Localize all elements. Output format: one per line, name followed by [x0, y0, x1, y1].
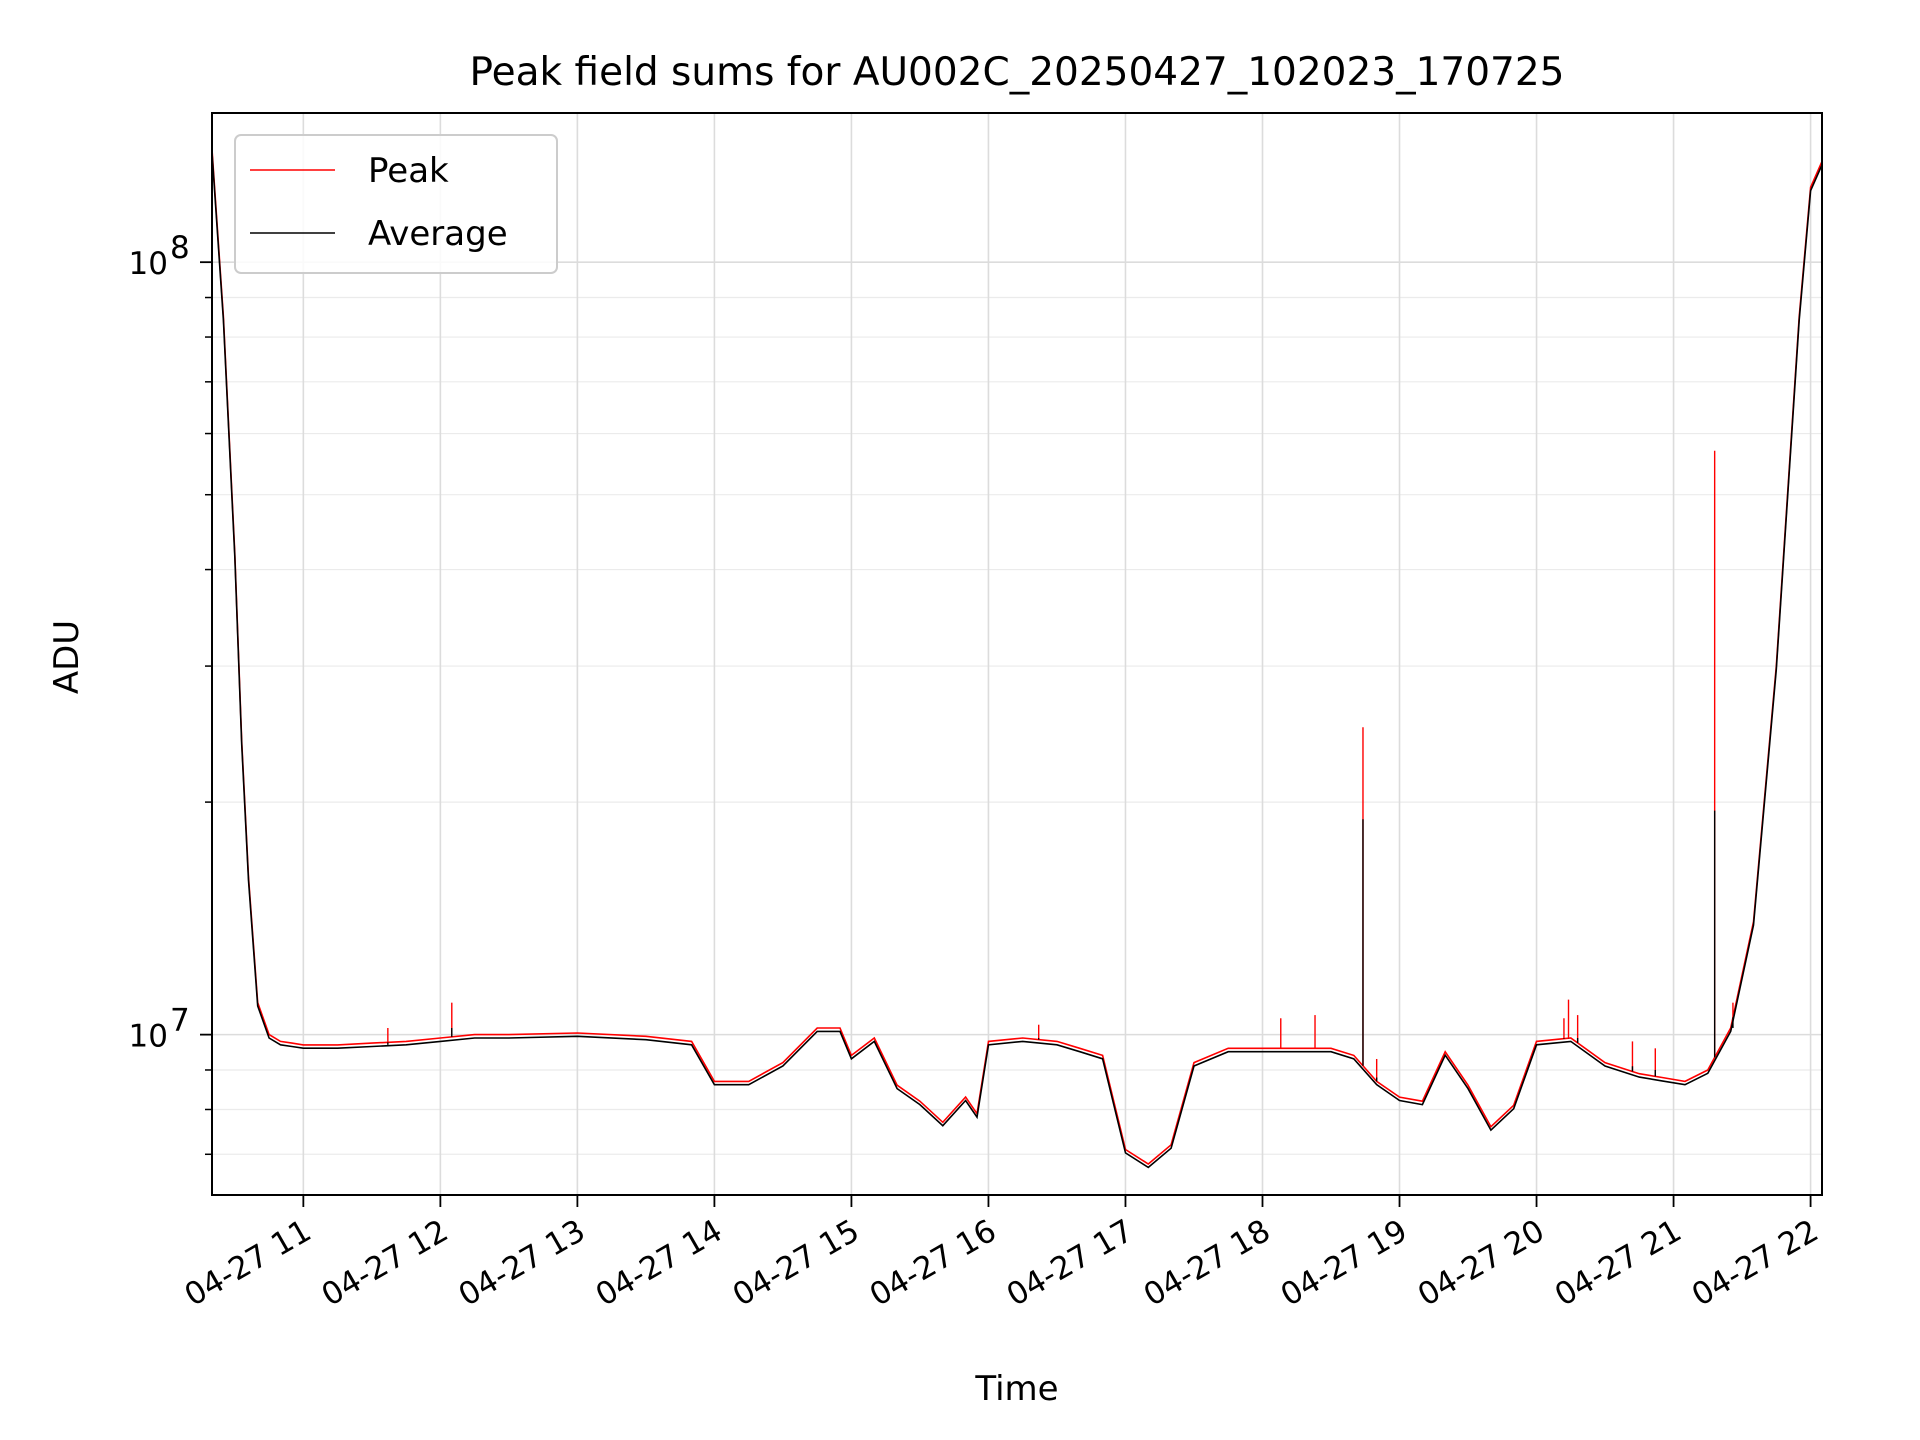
legend-label-peak: Peak [368, 151, 449, 191]
plot-frame [211, 112, 1823, 1196]
y-tick-label-exponent: 8 [170, 230, 190, 266]
plot-lines [212, 149, 1822, 1169]
grid-lines [212, 113, 1822, 1195]
y-tick-label-exponent: 7 [170, 1003, 190, 1039]
peak-series-line [212, 149, 1822, 1165]
y-tick-label: 10 [129, 246, 168, 282]
legend-label-average: Average [368, 214, 508, 254]
x-axis-label: Time [974, 1369, 1058, 1409]
y-axis-label: ADU [47, 620, 87, 694]
average-series-line [212, 152, 1822, 1169]
legend: Peak Average [234, 134, 558, 274]
y-tick-label: 10 [129, 1019, 168, 1055]
chart-title: Peak field sums for AU002C_20250427_1020… [470, 50, 1565, 95]
